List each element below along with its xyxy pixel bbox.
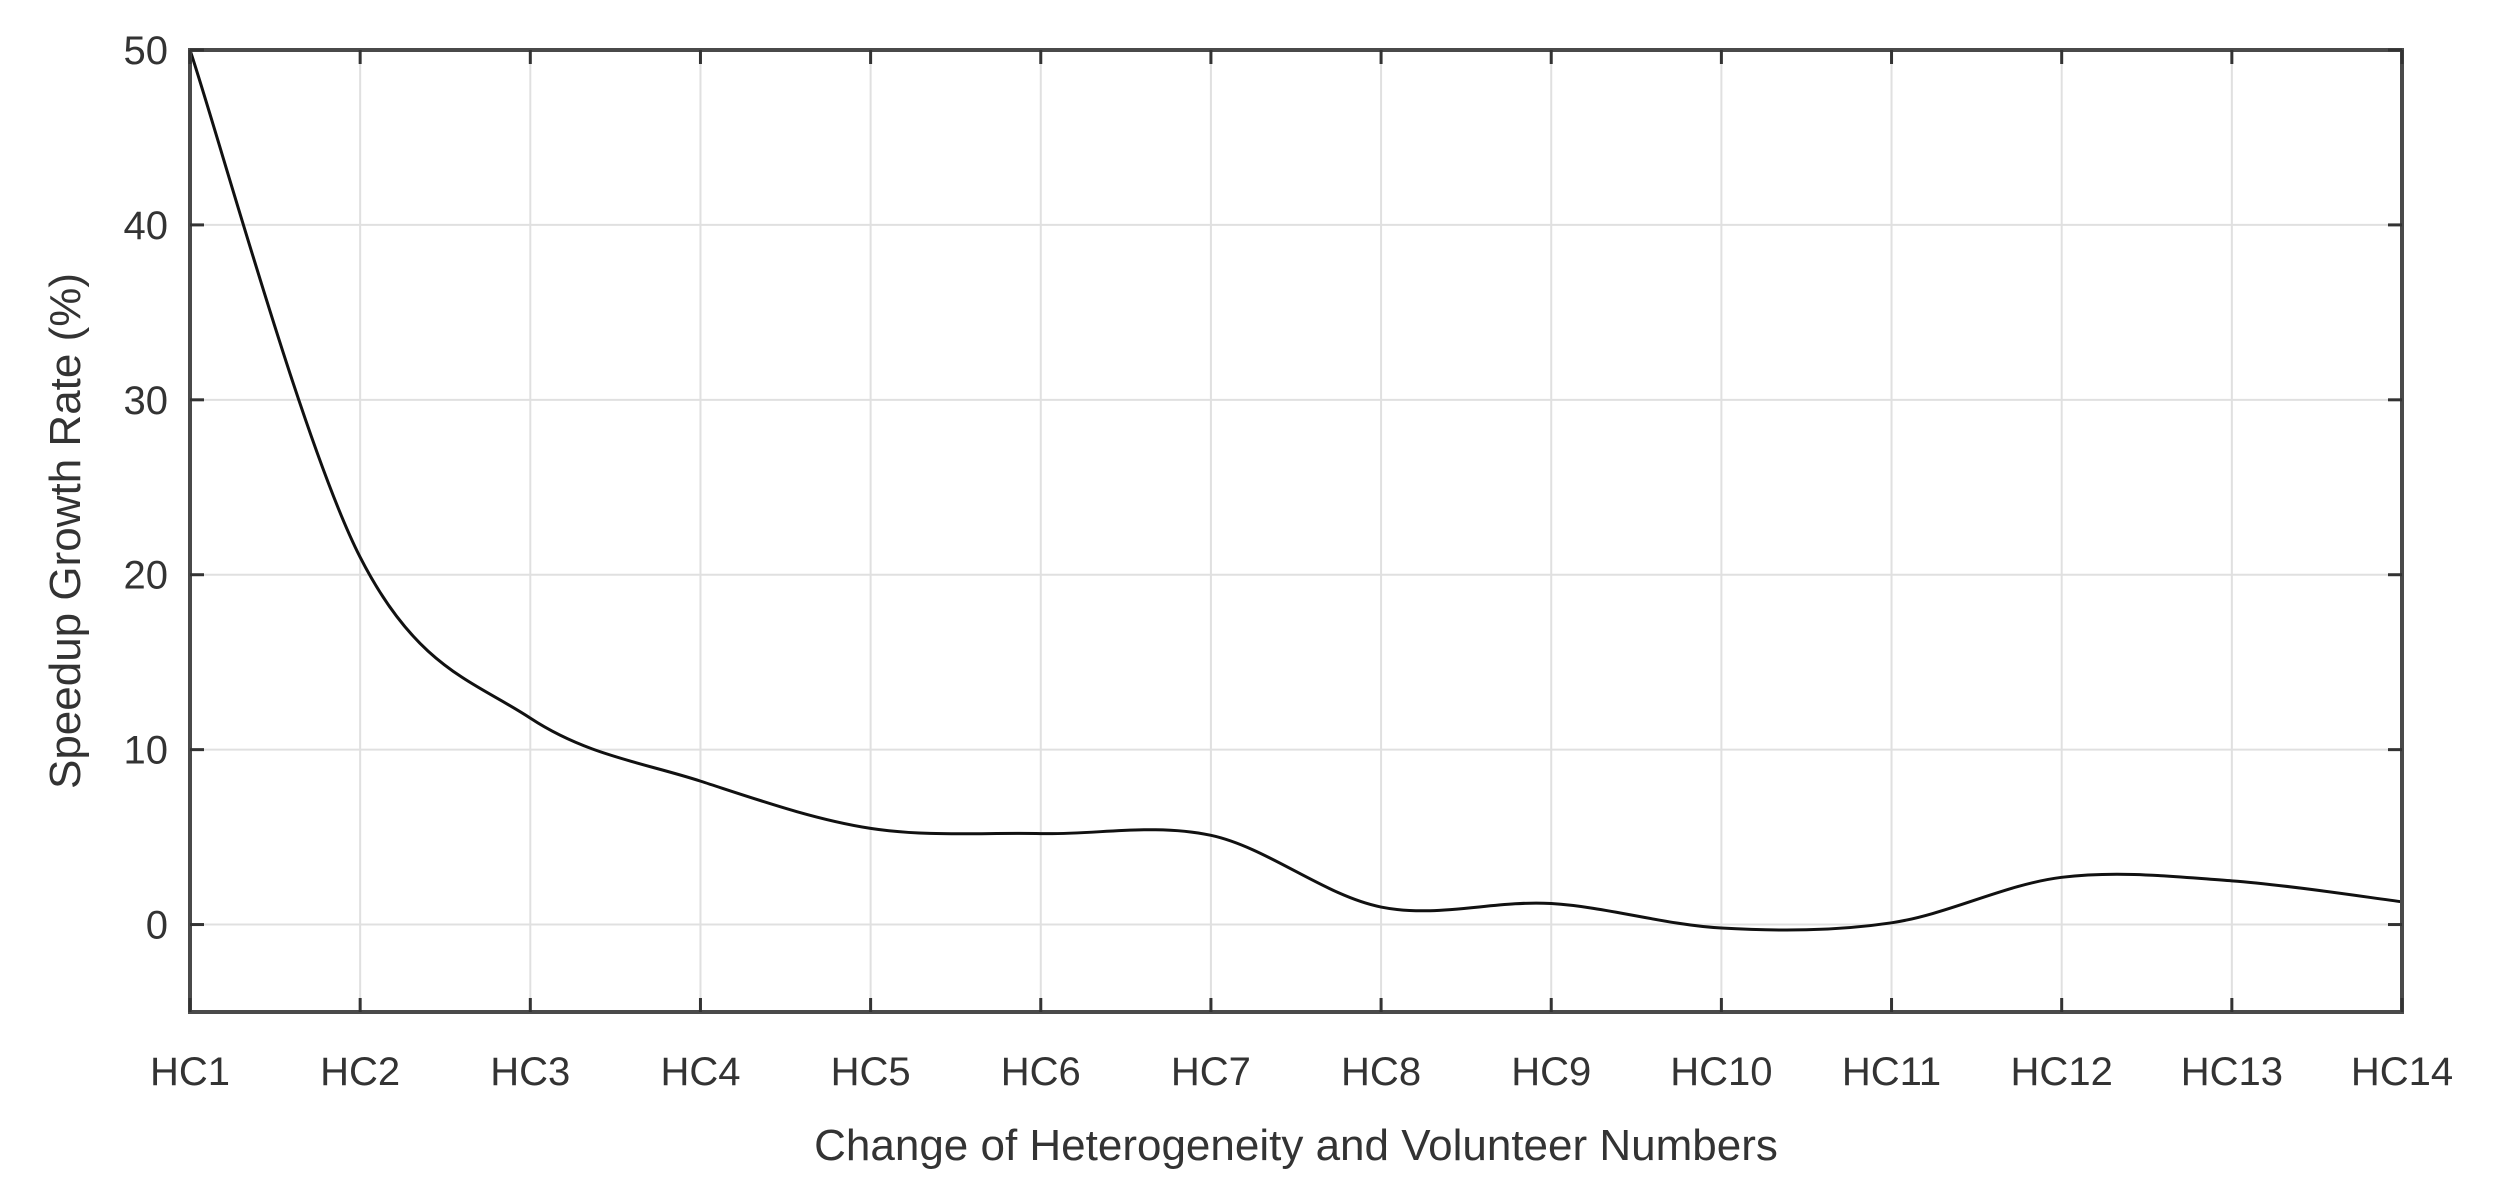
y-axis-title: Speedup Growth Rate (%) — [41, 273, 90, 789]
y-tick-label: 10 — [124, 729, 169, 773]
series-line — [188, 49, 2403, 932]
x-axis-title: Change of Heterogeneity and Volunteer Nu… — [814, 1121, 1778, 1170]
y-tick-label: 40 — [124, 204, 169, 248]
x-tick-label: HC6 — [1001, 1050, 1081, 1094]
x-tick-label: HC11 — [1842, 1050, 1941, 1094]
x-tick-label: HC12 — [2011, 1050, 2113, 1094]
x-tick-label: HC14 — [2351, 1050, 2453, 1094]
x-tick-label: HC2 — [320, 1050, 400, 1094]
gridlines — [190, 50, 2402, 1012]
plot-frame — [188, 48, 2404, 1014]
x-tick-label: HC3 — [490, 1050, 570, 1094]
y-tick-label: 20 — [124, 554, 169, 598]
x-tick-label: HC10 — [1670, 1050, 1772, 1094]
x-tick-labels: HC1 HC2 HC3 HC4 HC5 HC6 HC7 HC8 HC9 HC10 HC11 HC12 H… — [150, 1050, 2453, 1094]
tick-marks — [188, 48, 2404, 1012]
x-tick-label: HC1 — [150, 1050, 230, 1094]
y-tick-label: 30 — [124, 379, 169, 423]
x-tick-label: HC7 — [1171, 1050, 1251, 1094]
x-tick-label: HC9 — [1511, 1050, 1591, 1094]
x-tick-label: HC13 — [2181, 1050, 2283, 1094]
y-tick-label: 0 — [146, 904, 168, 948]
y-tick-labels: 0 10 20 30 40 50 — [124, 29, 169, 948]
x-tick-label: HC8 — [1341, 1050, 1421, 1094]
series-layer — [188, 49, 2403, 932]
x-tick-label: HC4 — [660, 1050, 740, 1094]
y-tick-label: 50 — [124, 29, 169, 73]
x-tick-label: HC5 — [831, 1050, 911, 1094]
